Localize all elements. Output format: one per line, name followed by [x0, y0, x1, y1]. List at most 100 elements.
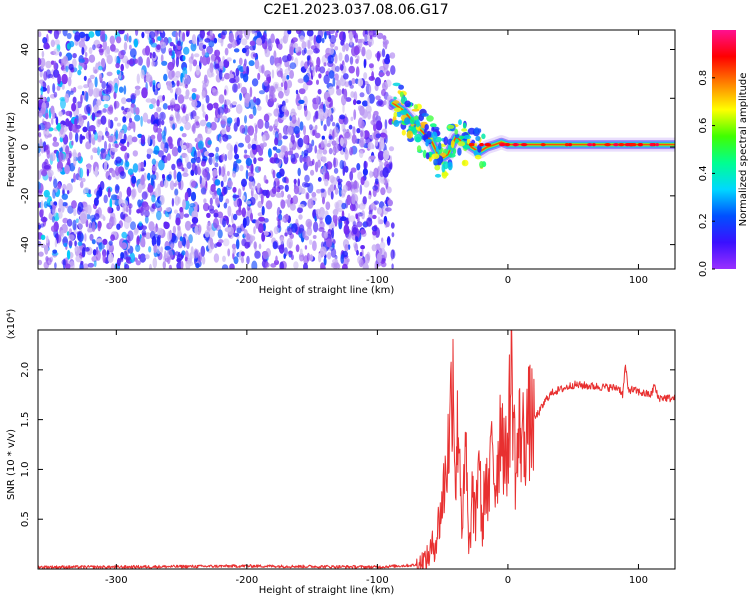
noise-speckle	[162, 103, 168, 110]
noise-speckle	[107, 118, 111, 128]
noise-speckle	[390, 65, 396, 76]
noise-speckle	[131, 175, 137, 184]
noise-speckle	[71, 178, 74, 183]
noise-speckle	[143, 160, 147, 168]
noise-speckle	[333, 126, 339, 138]
noise-speckle	[206, 55, 211, 65]
noise-speckle	[156, 30, 160, 35]
noise-speckle	[389, 52, 396, 59]
colorbar-tick-label: 0.6	[698, 118, 709, 134]
noise-speckle	[38, 31, 42, 38]
spectrogram-x-ticks: -300 -200 -100 0 100	[105, 30, 648, 286]
noise-speckle	[43, 201, 48, 209]
noise-speckle	[62, 55, 69, 65]
noise-speckle	[251, 143, 257, 150]
noise-speckle	[265, 94, 269, 103]
noise-speckle	[189, 203, 196, 208]
noise-speckle	[93, 105, 98, 113]
noise-speckle	[239, 164, 244, 172]
noise-speckle	[264, 30, 267, 35]
noise-speckle	[86, 168, 90, 177]
noise-speckle	[245, 32, 250, 40]
spectrogram-y-ticks: -40 -20 0 20 40	[20, 43, 675, 253]
noise-speckle	[137, 133, 143, 138]
noise-speckle	[169, 180, 175, 191]
noise-speckle	[82, 263, 89, 269]
noise-speckle	[341, 202, 347, 210]
noise-speckle	[148, 221, 155, 232]
noise-speckle	[382, 35, 387, 41]
noise-speckle	[141, 191, 148, 200]
signal-blob	[433, 158, 438, 166]
noise-speckle	[390, 249, 396, 260]
noise-speckle	[130, 103, 137, 114]
noise-speckle	[190, 180, 198, 188]
noise-speckle	[264, 120, 270, 129]
signal-blob	[442, 172, 449, 177]
noise-speckle	[212, 192, 216, 200]
noise-speckle	[358, 137, 365, 148]
noise-speckle	[80, 94, 83, 104]
x-tick-label: 100	[629, 575, 648, 586]
noise-speckle	[157, 36, 162, 41]
noise-speckle	[280, 82, 284, 88]
noise-speckle	[144, 209, 150, 218]
noise-speckle	[116, 69, 121, 75]
noise-speckle	[373, 200, 379, 205]
noise-speckle	[282, 135, 289, 140]
noise-speckle	[197, 140, 204, 150]
noise-speckle	[275, 148, 281, 153]
noise-speckle	[38, 57, 42, 66]
noise-speckle	[203, 198, 207, 204]
noise-speckle	[220, 166, 226, 178]
noise-speckle	[301, 150, 304, 157]
noise-speckle	[385, 70, 391, 77]
signal-peak	[631, 143, 637, 147]
noise-speckle	[68, 40, 75, 48]
noise-speckle	[238, 57, 243, 66]
noise-speckle	[175, 70, 181, 78]
signal-blob	[398, 84, 404, 90]
noise-speckle	[98, 242, 105, 250]
noise-speckle	[78, 40, 86, 48]
noise-speckle	[384, 40, 388, 50]
noise-speckle	[193, 115, 200, 120]
noise-speckle	[356, 221, 363, 228]
noise-speckle	[361, 47, 366, 57]
noise-speckle	[115, 156, 122, 164]
signal-blob	[406, 130, 413, 139]
noise-speckle	[222, 134, 229, 142]
noise-speckle	[233, 59, 236, 64]
spectrogram-plot-area	[38, 30, 675, 269]
noise-speckle	[139, 253, 147, 263]
noise-speckle	[147, 134, 151, 146]
noise-speckle	[126, 59, 134, 65]
noise-speckle	[319, 66, 326, 74]
signal-blob	[392, 100, 400, 104]
noise-speckle	[156, 99, 160, 107]
signal-peak	[520, 143, 528, 147]
noise-speckle	[107, 187, 111, 198]
noise-speckle	[147, 184, 154, 193]
noise-speckle	[88, 47, 93, 55]
noise-speckle	[79, 167, 84, 179]
noise-speckle	[209, 208, 215, 214]
noise-speckle	[102, 216, 106, 221]
noise-speckle	[202, 202, 210, 212]
noise-speckle	[345, 97, 352, 102]
noise-speckle	[177, 94, 185, 104]
noise-speckle	[40, 234, 46, 240]
noise-speckle	[229, 78, 236, 84]
noise-speckle	[227, 180, 233, 188]
x-tick-label: 0	[505, 275, 511, 286]
noise-speckle	[91, 239, 96, 245]
noise-speckle	[80, 260, 84, 265]
noise-speckle	[239, 124, 246, 134]
noise-speckle	[74, 31, 81, 42]
noise-speckle	[239, 92, 243, 101]
noise-speckle	[265, 200, 273, 210]
noise-speckle	[246, 204, 251, 211]
noise-speckle	[312, 235, 317, 239]
noise-speckle	[152, 180, 156, 189]
colorbar-tick-label: 0.4	[698, 165, 709, 181]
